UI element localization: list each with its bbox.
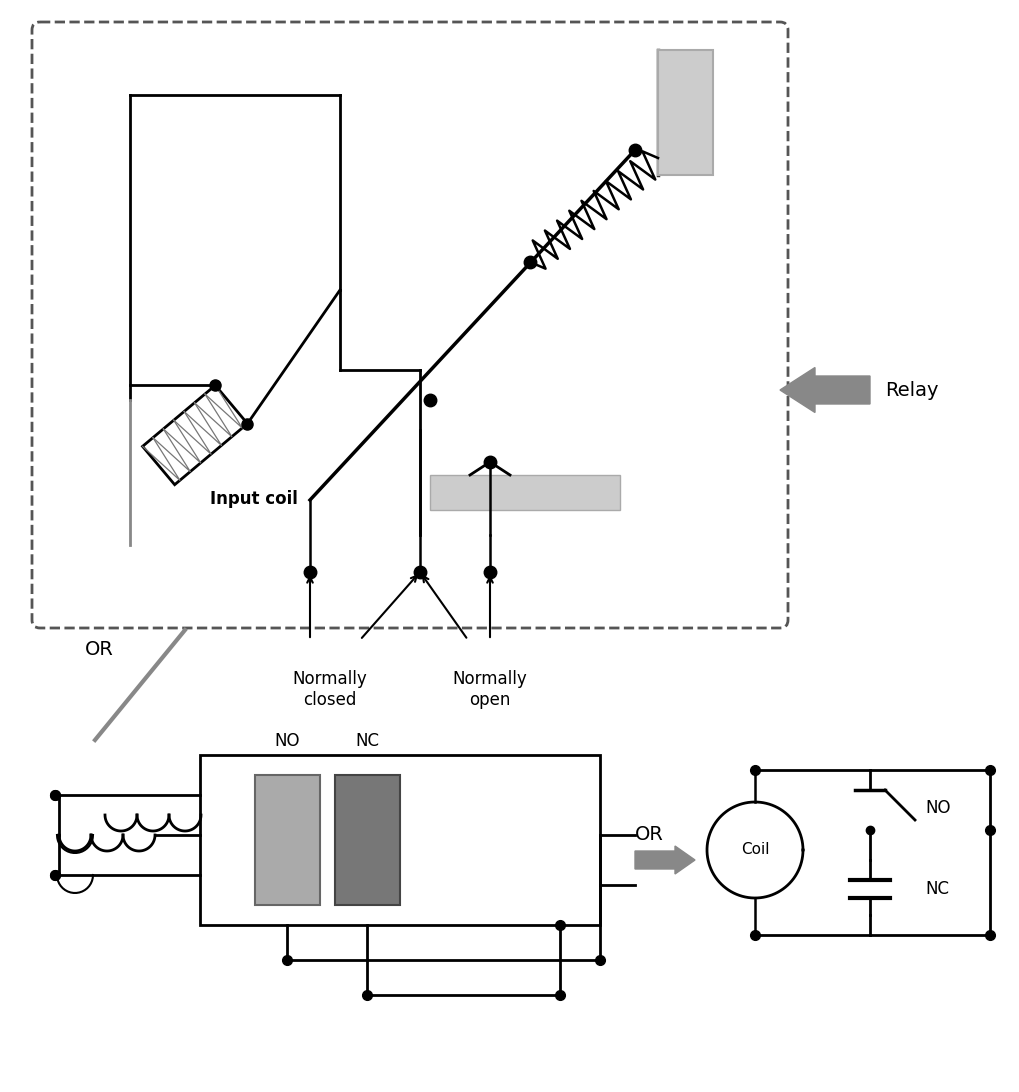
Text: NC: NC xyxy=(355,732,379,750)
Text: Normally
closed: Normally closed xyxy=(292,670,367,709)
Text: OR: OR xyxy=(85,641,114,660)
Bar xyxy=(334,775,399,905)
Bar xyxy=(657,50,712,175)
Text: Coil: Coil xyxy=(740,843,768,857)
Text: Input coil: Input coil xyxy=(210,490,298,508)
FancyArrow shape xyxy=(635,846,694,874)
Text: NO: NO xyxy=(924,799,950,817)
Text: NO: NO xyxy=(274,732,300,750)
Bar xyxy=(255,775,320,905)
Polygon shape xyxy=(143,385,248,485)
Bar xyxy=(200,755,599,925)
Text: OR: OR xyxy=(635,826,663,844)
Bar xyxy=(430,475,620,510)
Text: NC: NC xyxy=(924,880,948,898)
Text: Normally
open: Normally open xyxy=(452,670,527,709)
Text: Relay: Relay xyxy=(884,380,937,400)
FancyArrow shape xyxy=(780,368,869,413)
